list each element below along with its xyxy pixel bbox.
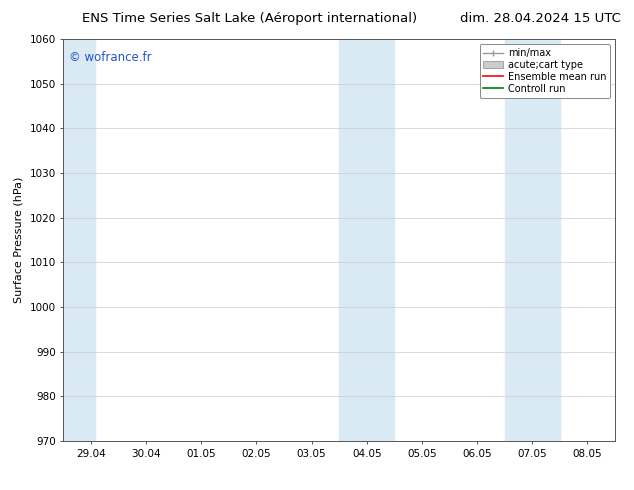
- Legend: min/max, acute;cart type, Ensemble mean run, Controll run: min/max, acute;cart type, Ensemble mean …: [479, 44, 610, 98]
- Text: dim. 28.04.2024 15 UTC: dim. 28.04.2024 15 UTC: [460, 12, 621, 25]
- Text: © wofrance.fr: © wofrance.fr: [69, 51, 152, 64]
- Y-axis label: Surface Pressure (hPa): Surface Pressure (hPa): [14, 177, 24, 303]
- Bar: [63, 39, 95, 441]
- Text: ENS Time Series Salt Lake (Aéroport international): ENS Time Series Salt Lake (Aéroport inte…: [82, 12, 418, 25]
- Bar: [339, 39, 394, 441]
- Bar: [505, 39, 560, 441]
